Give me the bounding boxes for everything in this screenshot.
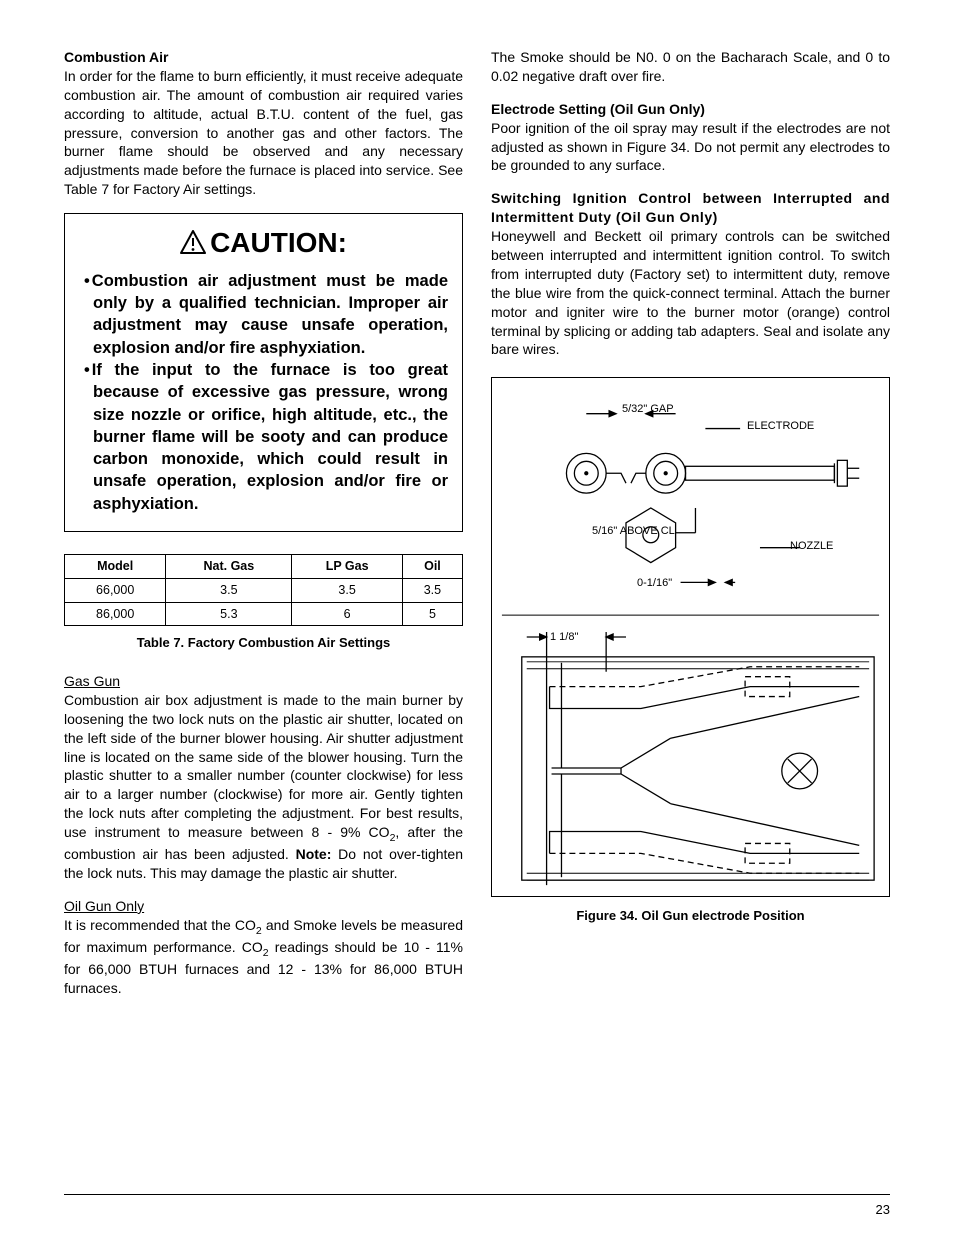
fig-label-1-1-8: 1 1/8" <box>550 630 578 645</box>
table-row: 86,000 5.3 6 5 <box>65 602 463 626</box>
electrode-body: Poor ignition of the oil spray may resul… <box>491 119 890 176</box>
col-oil: Oil <box>402 554 462 578</box>
gas-gun-body-a: Combustion air box adjustment is made to… <box>64 692 463 840</box>
col-model: Model <box>65 554 166 578</box>
combustion-air-heading: Combustion Air <box>64 49 168 65</box>
air-table-caption: Table 7. Factory Combustion Air Settings <box>64 634 463 652</box>
col-lpgas: LP Gas <box>292 554 402 578</box>
table-header-row: Model Nat. Gas LP Gas Oil <box>65 554 463 578</box>
oil-gun-heading: Oil Gun Only <box>64 898 144 914</box>
fig-label-above-cl: 5/16" ABOVE CL <box>592 524 675 539</box>
left-column: Combustion Air In order for the flame to… <box>64 48 463 1012</box>
cell: 3.5 <box>292 578 402 602</box>
air-settings-table: Model Nat. Gas LP Gas Oil 66,000 3.5 3.5… <box>64 554 463 627</box>
caution-list: Combustion air adjustment must be made o… <box>79 270 448 515</box>
gas-gun-section: Gas Gun Combustion air box adjustment is… <box>64 672 463 883</box>
fig-label-electrode: ELECTRODE <box>747 419 814 434</box>
combustion-air-section: Combustion Air In order for the flame to… <box>64 48 463 199</box>
cell: 6 <box>292 602 402 626</box>
right-column: The Smoke should be N0. 0 on the Bachara… <box>491 48 890 1012</box>
switching-section: Switching Ignition Control between Inter… <box>491 189 890 359</box>
col-natgas: Nat. Gas <box>166 554 292 578</box>
table-row: 66,000 3.5 3.5 3.5 <box>65 578 463 602</box>
electrode-heading: Electrode Setting (Oil Gun Only) <box>491 101 705 117</box>
page-number: 23 <box>876 1201 890 1219</box>
cell: 5.3 <box>166 602 292 626</box>
caution-item: If the input to the furnace is too great… <box>79 359 448 515</box>
cell: 5 <box>402 602 462 626</box>
caution-box: CAUTION: Combustion air adjustment must … <box>64 213 463 532</box>
caution-item: Combustion air adjustment must be made o… <box>79 270 448 359</box>
gas-gun-heading: Gas Gun <box>64 673 120 689</box>
footer-rule <box>64 1194 890 1195</box>
fig-label-nozzle: NOZZLE <box>790 539 833 554</box>
fig-label-gap: 5/32" GAP <box>622 402 674 417</box>
switching-body: Honeywell and Beckett oil primary contro… <box>491 227 890 359</box>
figure-34: 5/32" GAP ELECTRODE 5/16" ABOVE CL NOZZL… <box>491 377 890 897</box>
combustion-air-body: In order for the flame to burn efficient… <box>64 67 463 199</box>
switching-heading: Switching Ignition Control between Inter… <box>491 189 890 227</box>
smoke-body: The Smoke should be N0. 0 on the Bachara… <box>491 48 890 86</box>
cell: 86,000 <box>65 602 166 626</box>
gas-gun-note-label: Note: <box>296 846 332 862</box>
oil-gun-section: Oil Gun Only It is recommended that the … <box>64 897 463 998</box>
caution-title-text: CAUTION: <box>210 227 347 258</box>
cell: 66,000 <box>65 578 166 602</box>
oil-gun-body: It is recommended that the CO2 and Smoke… <box>64 916 463 998</box>
warning-icon <box>180 230 206 254</box>
electrode-setting-section: Electrode Setting (Oil Gun Only) Poor ig… <box>491 100 890 176</box>
caution-title: CAUTION: <box>79 224 448 262</box>
smoke-section: The Smoke should be N0. 0 on the Bachara… <box>491 48 890 86</box>
fig-label-0-1-16: 0-1/16" <box>637 576 672 591</box>
gas-gun-body: Combustion air box adjustment is made to… <box>64 691 463 883</box>
cell: 3.5 <box>402 578 462 602</box>
figure-34-caption: Figure 34. Oil Gun electrode Position <box>491 907 890 925</box>
oil-gun-body-a: It is recommended that the CO <box>64 917 256 933</box>
cell: 3.5 <box>166 578 292 602</box>
